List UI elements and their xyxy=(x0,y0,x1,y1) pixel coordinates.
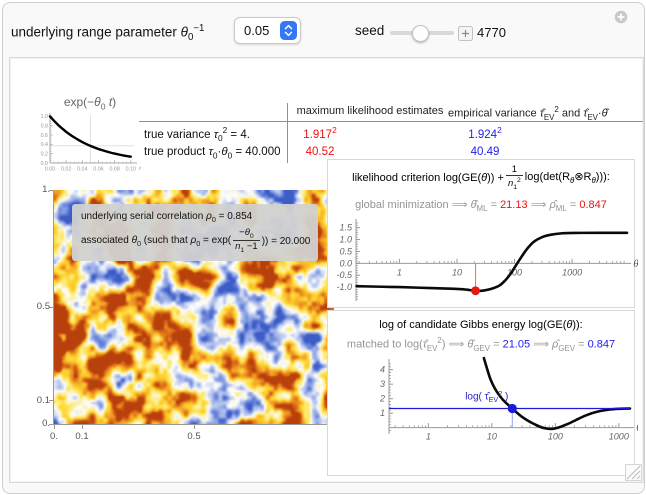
svg-text:θ: θ xyxy=(633,258,638,270)
content-panel: exp(−θ0 t) 0.00 0.02 0.04 0.06 0.08 0.10 0.0 0.… xyxy=(9,57,644,483)
svg-text:0.4: 0.4 xyxy=(41,142,48,148)
svg-text:0.8: 0.8 xyxy=(41,124,48,130)
plus-circle-icon xyxy=(614,10,628,24)
svg-text:0.06: 0.06 xyxy=(93,167,103,173)
svg-text:3: 3 xyxy=(380,379,385,389)
field-annotation-box: underlying serial correlation ρ0 = 0.854… xyxy=(72,204,318,261)
tick-label: 0.5 xyxy=(187,431,201,442)
svg-text:0.00: 0.00 xyxy=(45,167,55,173)
svg-text:0.2: 0.2 xyxy=(41,151,48,157)
svg-text:0.5: 0.5 xyxy=(339,246,353,256)
table-value-ml: 40.52 xyxy=(305,146,335,158)
window-options-button[interactable] xyxy=(614,10,628,24)
svg-text:-0.5: -0.5 xyxy=(336,270,353,280)
serial-correlation-text: underlying serial correlation ρ0 = 0.854 xyxy=(81,211,253,224)
table-row-label: true product τ0·θ0 = 40.000 xyxy=(144,146,281,161)
plus-icon xyxy=(462,30,469,37)
svg-text:1000: 1000 xyxy=(562,267,582,277)
svg-text:1: 1 xyxy=(426,432,431,442)
tick-label: 0. xyxy=(50,431,58,442)
resize-grip-icon xyxy=(626,465,641,480)
tick-label: 1. xyxy=(42,184,50,195)
svg-text:log( τ̂EV2 ): log( τ̂EV2 ) xyxy=(465,389,508,404)
svg-text:1.0: 1.0 xyxy=(339,235,352,245)
tick-label: 0.1 xyxy=(75,431,89,442)
likelihood-panel: likelihood criterion log(GE(θ)) + 1 n12 … xyxy=(327,159,639,310)
gev-estimate-text: matched to log(τ̂EV2) ⟹ θ̂GEV = 21.05 ⟹ … xyxy=(346,336,616,353)
table-header-ml: maximum likelihood estimates xyxy=(296,105,444,117)
svg-text:2: 2 xyxy=(379,394,385,404)
table-value-ev: 40.49 xyxy=(470,146,500,158)
gibbs-energy-plot: 1 10 100 1000 1 2 3 4 θ log( τ̂EV2 ) xyxy=(334,353,642,462)
likelihood-plot: 1 10 100 1000 -1.0 -0.5 0.0 0.51.0 1.5 θ xyxy=(334,215,639,310)
tick-mark xyxy=(53,425,55,429)
tick-mark xyxy=(49,400,53,402)
gibbs-energy-panel: log of candidate Gibbs energy log(GE(θ))… xyxy=(327,310,642,476)
svg-text:100: 100 xyxy=(548,432,563,442)
exp-plot-title: exp(−θ0 t) xyxy=(63,95,117,112)
svg-text:1000: 1000 xyxy=(609,432,629,442)
svg-text:-1.0: -1.0 xyxy=(336,282,352,292)
tick-mark xyxy=(49,423,53,425)
slider-plus-button[interactable] xyxy=(458,26,473,41)
fraction: 1 n12 xyxy=(505,163,523,191)
up-down-chevrons-icon xyxy=(284,24,293,37)
likelihood-panel-title: likelihood criterion log(GE(θ)) + 1 n12 … xyxy=(352,163,610,191)
exp-decay-plot: 0.00 0.02 0.04 0.06 0.08 0.10 0.0 0.2 0.4 0.6 0.8 1… xyxy=(36,108,148,183)
range-parameter-dropdown[interactable]: 0.05 xyxy=(234,17,301,44)
svg-text:0.04: 0.04 xyxy=(77,167,87,173)
svg-text:4: 4 xyxy=(380,365,385,375)
table-column-divider xyxy=(287,103,288,163)
tick-mark xyxy=(49,189,53,191)
seed-value: 4770 xyxy=(477,25,506,40)
table-header-rule xyxy=(139,121,643,122)
svg-text:100: 100 xyxy=(507,267,522,277)
field-y-axis xyxy=(53,190,54,425)
tick-label: 0.5 xyxy=(36,301,50,312)
svg-text:1: 1 xyxy=(397,267,402,277)
field-x-axis xyxy=(53,424,336,425)
svg-text:1: 1 xyxy=(380,408,385,418)
svg-text:0.10: 0.10 xyxy=(126,167,136,173)
seed-label: seed xyxy=(355,23,385,38)
table-header-ev: empirical variance τ̂EV2 and τ̂EV·θ̂ xyxy=(448,105,608,122)
associated-theta-text: associated θ0 (such that ρ0 = exp( −θ0 n… xyxy=(81,227,311,254)
svg-text:0.0: 0.0 xyxy=(339,258,352,268)
table-value-ml: 1.9172 xyxy=(303,126,337,141)
tick-label: 0. xyxy=(42,418,50,429)
svg-text:0.0: 0.0 xyxy=(41,161,48,167)
fraction: −θ0 n1 −1 xyxy=(233,227,260,254)
svg-text:θ: θ xyxy=(636,422,638,434)
svg-text:0.6: 0.6 xyxy=(41,133,48,139)
tick-mark xyxy=(193,425,195,429)
table-value-ev: 1.9242 xyxy=(468,126,502,141)
gibbs-panel-title: log of candidate Gibbs energy log(GE(θ))… xyxy=(379,319,583,331)
table-row-label: true variance τ02 = 4. xyxy=(144,126,250,144)
svg-text:1.0: 1.0 xyxy=(41,114,48,120)
svg-text:1.5: 1.5 xyxy=(339,223,353,233)
svg-text:10: 10 xyxy=(487,432,497,442)
svg-text:10: 10 xyxy=(452,267,462,277)
dropdown-value: 0.05 xyxy=(244,23,270,38)
seed-slider-thumb[interactable] xyxy=(412,25,429,42)
stepper-icon[interactable] xyxy=(280,21,297,40)
tick-label: 0.1 xyxy=(36,394,50,406)
ml-estimate-text: global minimization ⟹ θ̂ML = 21.13 ⟹ ρ̂M… xyxy=(355,199,607,214)
range-parameter-label: underlying range parameter θ0−1 xyxy=(11,23,205,44)
resize-handle[interactable] xyxy=(625,464,642,481)
tick-mark xyxy=(49,306,53,308)
svg-text:t: t xyxy=(139,165,141,172)
svg-text:0.08: 0.08 xyxy=(109,167,119,173)
svg-text:0.02: 0.02 xyxy=(61,167,71,173)
tick-mark xyxy=(81,425,83,429)
